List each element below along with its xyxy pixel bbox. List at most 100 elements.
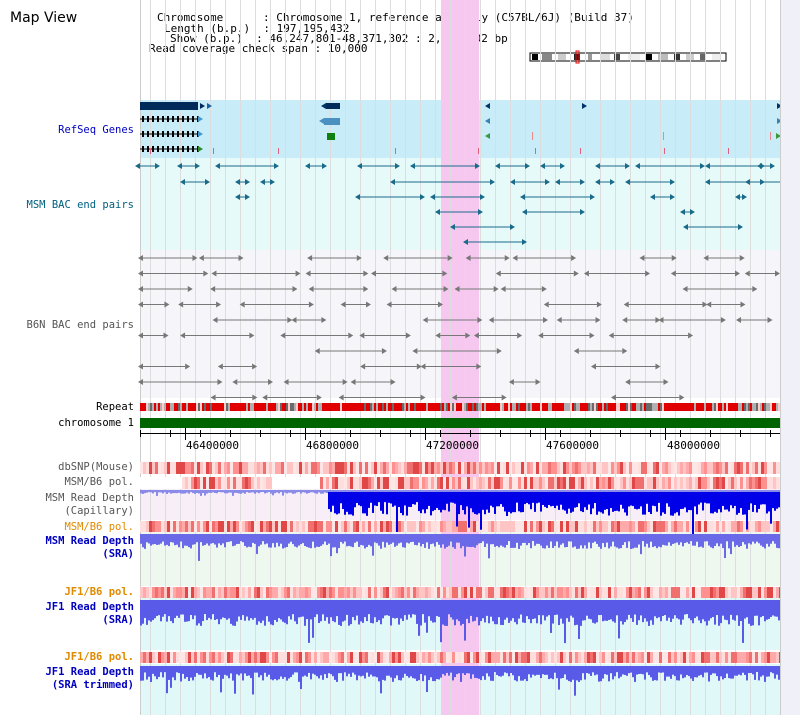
pair-end-marker[interactable] — [274, 163, 279, 169]
pair-end-marker[interactable] — [490, 179, 495, 185]
pair-end-marker[interactable] — [163, 332, 169, 339]
pair-end-marker[interactable] — [180, 332, 186, 339]
pair-end-marker[interactable] — [235, 194, 240, 200]
pair-end-marker[interactable] — [319, 118, 324, 124]
pair-end-marker[interactable] — [342, 379, 348, 385]
pair-end-marker[interactable] — [477, 317, 483, 323]
pair-end-marker[interactable] — [488, 317, 494, 323]
pair-end-marker[interactable] — [495, 270, 501, 277]
pair-end-marker[interactable] — [608, 332, 614, 339]
pair-end-marker[interactable] — [625, 379, 631, 385]
pair-end-marker[interactable] — [478, 209, 483, 215]
pair-end-marker[interactable] — [416, 363, 422, 370]
pair-end-marker[interactable] — [205, 179, 210, 185]
pair-end-marker[interactable] — [590, 194, 595, 200]
ideogram-position-marker[interactable] — [575, 50, 580, 64]
pair-end-marker[interactable] — [688, 332, 694, 339]
pair-end-marker[interactable] — [381, 348, 387, 354]
pair-end-marker[interactable] — [438, 301, 444, 308]
pair-end-marker[interactable] — [192, 255, 198, 261]
label-jf1-depth-trim-1[interactable]: JF1 Read Depth — [45, 666, 134, 678]
pair-end-marker[interactable] — [508, 379, 514, 385]
pair-end-marker[interactable] — [679, 394, 685, 401]
pair-end-marker[interactable] — [239, 301, 245, 308]
pair-end-marker[interactable] — [663, 379, 669, 385]
pair-end-marker[interactable] — [308, 286, 314, 292]
pair-end-marker[interactable] — [760, 179, 765, 185]
pair-end-marker[interactable] — [210, 286, 216, 292]
pair-end-marker[interactable] — [744, 270, 750, 277]
pair-end-marker[interactable] — [270, 179, 275, 185]
pair-end-marker[interactable] — [198, 116, 203, 122]
pair-end-marker[interactable] — [650, 194, 655, 200]
pair-end-marker[interactable] — [420, 194, 425, 200]
pair-end-marker[interactable] — [252, 363, 258, 370]
pair-end-marker[interactable] — [307, 255, 313, 261]
label-dbsnp[interactable]: dbSNP(Mouse) — [58, 461, 134, 473]
pair-end-marker[interactable] — [200, 103, 205, 109]
pair-end-marker[interactable] — [138, 379, 143, 385]
pair-end-marker[interactable] — [249, 332, 255, 339]
label-repeat[interactable]: Repeat — [96, 401, 134, 413]
pair-end-marker[interactable] — [178, 301, 184, 308]
pair-end-marker[interactable] — [443, 286, 449, 292]
pair-end-marker[interactable] — [738, 224, 743, 230]
pair-end-marker[interactable] — [465, 255, 471, 261]
pair-end-marker[interactable] — [348, 332, 354, 339]
label-jf1-depth-sra-1[interactable]: JF1 Read Depth — [45, 601, 134, 613]
pair-end-marker[interactable] — [363, 286, 369, 292]
pair-end-marker[interactable] — [363, 270, 369, 277]
pair-end-marker[interactable] — [700, 163, 705, 169]
pair-end-marker[interactable] — [252, 394, 258, 401]
pair-end-marker[interactable] — [493, 286, 499, 292]
label-refseq-genes[interactable]: RefSeq Genes — [58, 124, 134, 136]
pair-end-marker[interactable] — [556, 317, 562, 323]
pair-end-marker[interactable] — [535, 379, 541, 385]
pair-end-marker[interactable] — [610, 394, 616, 401]
pair-end-marker[interactable] — [543, 317, 549, 323]
pair-end-marker[interactable] — [391, 286, 397, 292]
pair-end-marker[interactable] — [138, 332, 143, 339]
pair-end-marker[interactable] — [305, 270, 311, 277]
pair-end-marker[interactable] — [591, 363, 597, 370]
pair-end-marker[interactable] — [245, 179, 250, 185]
pair-end-marker[interactable] — [447, 255, 453, 261]
pair-end-marker[interactable] — [485, 133, 490, 139]
pair-end-marker[interactable] — [739, 255, 745, 261]
pair-end-marker[interactable] — [138, 286, 143, 292]
pair-end-marker[interactable] — [720, 317, 726, 323]
pair-end-marker[interactable] — [683, 224, 688, 230]
pair-end-marker[interactable] — [571, 255, 577, 261]
pair-end-marker[interactable] — [573, 270, 579, 277]
label-msm-bac[interactable]: MSM BAC end pairs — [26, 199, 134, 211]
label-jf1-b6-pol-1[interactable]: JF1/B6 pol. — [64, 586, 134, 598]
pair-end-marker[interactable] — [177, 163, 182, 169]
pair-end-marker[interactable] — [268, 379, 274, 385]
pair-end-marker[interactable] — [740, 301, 746, 308]
pair-end-marker[interactable] — [430, 194, 435, 200]
pair-end-marker[interactable] — [356, 255, 362, 261]
pair-end-marker[interactable] — [705, 179, 710, 185]
chromosome-ideogram[interactable] — [528, 50, 728, 64]
pair-end-marker[interactable] — [383, 255, 389, 261]
pair-end-marker[interactable] — [745, 179, 750, 185]
pair-end-marker[interactable] — [735, 194, 740, 200]
pair-end-marker[interactable] — [767, 317, 773, 323]
pair-end-marker[interactable] — [420, 394, 426, 401]
pair-end-marker[interactable] — [321, 317, 327, 323]
pair-end-marker[interactable] — [757, 163, 762, 169]
pair-end-marker[interactable] — [476, 363, 482, 370]
label-msm-b6-pol-2[interactable]: MSM/B6 pol. — [64, 521, 134, 533]
pair-end-marker[interactable] — [776, 133, 781, 139]
pair-end-marker[interactable] — [360, 363, 366, 370]
pair-end-marker[interactable] — [625, 179, 630, 185]
pair-end-marker[interactable] — [210, 394, 216, 401]
pair-end-marker[interactable] — [522, 239, 527, 245]
pair-end-marker[interactable] — [260, 179, 265, 185]
pair-end-marker[interactable] — [512, 255, 518, 261]
pair-end-marker[interactable] — [485, 103, 490, 109]
pair-end-marker[interactable] — [573, 348, 579, 354]
pair-end-marker[interactable] — [280, 332, 286, 339]
label-b6n-bac[interactable]: B6N BAC end pairs — [26, 319, 134, 331]
pair-end-marker[interactable] — [232, 379, 238, 385]
